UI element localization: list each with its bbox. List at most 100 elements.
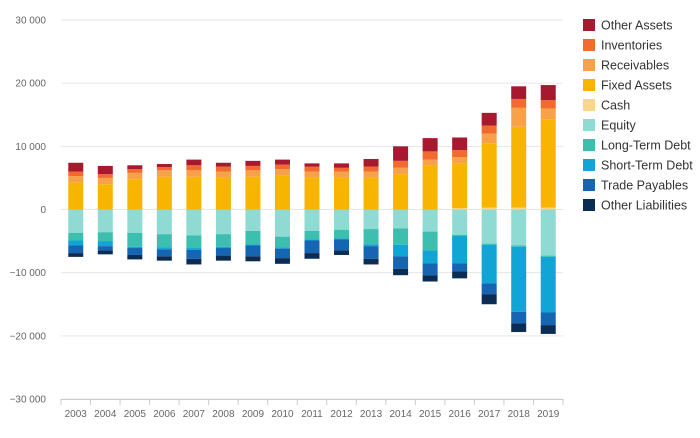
bar-segment [422,231,438,251]
bar-segment [511,126,527,208]
bar-segment [540,312,556,326]
legend-swatch [583,19,595,31]
legend: Other Assets Inventories Receivables Fixed … [583,19,693,213]
bar-segment [304,239,320,241]
bar-segment [186,249,202,259]
bar-segment [393,209,409,229]
bar-segment [245,170,261,177]
bar-segment [422,165,438,210]
legend-item[interactable]: Other Assets [583,19,673,33]
legend-item[interactable]: Receivables [583,59,669,73]
bar-segment [156,256,172,261]
bar-segment [156,167,172,171]
bar-segment [97,241,113,247]
bar-segment [422,263,438,276]
bar-segment [156,247,172,250]
bar-segment [334,171,350,178]
bar-segment [245,245,261,257]
legend-item[interactable]: Long-Term Debt [583,139,691,153]
x-tick-label: 2019 [537,409,560,420]
bar-segment [274,164,290,170]
bar-segment [97,250,113,255]
x-tick-label: 2015 [419,409,442,420]
bar-segment [97,177,113,185]
bar-segment [274,236,290,248]
bar-segment [540,256,556,313]
bar-segment [511,311,527,324]
bar-segment [97,174,113,178]
bar-segment [186,209,202,236]
legend-label: Long-Term Debt [601,139,691,153]
bar-segment [215,255,231,261]
bar-segment [540,325,556,334]
bar-segment [422,151,438,160]
bar-segment [97,165,113,175]
legend-item[interactable]: Equity [583,119,636,133]
bar-segment [540,207,556,210]
legend-item[interactable]: Other Liabilities [583,199,687,213]
legend-swatch [583,159,595,171]
bar-segment [452,236,468,264]
bar-segment [393,167,409,175]
bar-segment [274,159,290,165]
legend-item[interactable]: Trade Payables [583,179,688,193]
bar-segment [334,209,350,230]
legend-item[interactable]: Fixed Assets [583,79,672,93]
x-tick-label: 2007 [183,409,206,420]
x-tick-label: 2014 [389,409,412,420]
legend-swatch [583,139,595,151]
x-tick-label: 2013 [360,409,383,420]
bar-segment [215,177,231,210]
bar-segment [393,146,409,161]
bar-segment [274,247,290,249]
bar-segment [452,271,468,279]
bar-segment [334,238,350,240]
bar-segment [334,163,350,168]
bar-segment [363,229,379,245]
bar-segment [452,234,468,237]
bar-segment [274,175,290,210]
bar-segment [393,174,409,210]
bar-segment [156,234,172,248]
axis-layer: 30 000 20 000 10 000 0 −10 000 −20 000 −30 000… [10,16,564,420]
bar-segment [363,258,379,265]
bar-segment [304,240,320,254]
bar-segment [481,244,497,284]
x-tick-label: 2005 [124,409,147,420]
bar-segment [334,239,350,251]
bar-segment [127,179,143,210]
legend-label: Cash [601,99,630,113]
bar-segment [245,244,261,246]
bar-segment [481,207,497,210]
bar-segment [511,107,527,127]
bar-segment [127,246,143,249]
bar-segment [186,165,202,171]
bar-segment [127,169,143,173]
y-tick-label: −10 000 [10,268,47,279]
legend-item[interactable]: Short-Term Debt [583,159,693,173]
bar-segment [156,164,172,168]
bar-segment [215,162,231,167]
bar-segment [304,253,320,259]
bar-segment [422,159,438,166]
bar-segment [481,133,497,144]
legend-item[interactable]: Inventories [583,39,662,53]
legend-item[interactable]: Cash [583,99,630,113]
bar-segment [363,177,379,210]
bar-segment [245,209,261,231]
x-tick-label: 2012 [330,409,353,420]
bar-segment [156,249,172,257]
legend-label: Other Assets [601,19,673,33]
x-tick-label: 2009 [242,409,265,420]
bar-segment [245,230,261,245]
y-tick-label: −20 000 [10,331,47,342]
bar-segment [186,159,202,166]
bar-segment [481,283,497,295]
bar-segment [245,165,261,171]
bars-layer [68,85,556,334]
legend-swatch [583,39,595,51]
bar-segment [511,86,527,99]
bar-segment [334,167,350,172]
bar-segment [540,100,556,109]
